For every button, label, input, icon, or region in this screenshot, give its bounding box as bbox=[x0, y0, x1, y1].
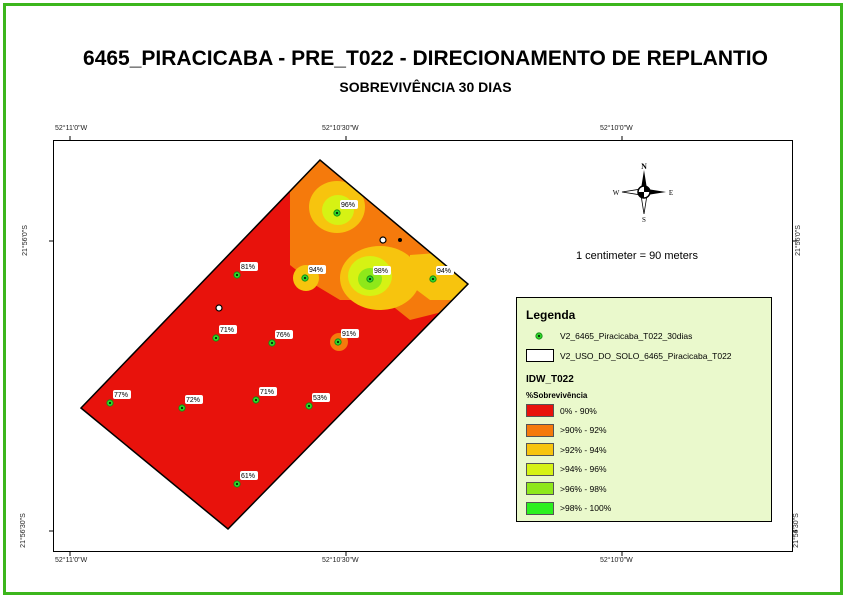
legend-swatch bbox=[526, 423, 554, 437]
survival-point-label: 94% bbox=[437, 268, 451, 275]
map-title: 6465_PIRACICABA - PRE_T022 - DIRECIONAME… bbox=[83, 47, 768, 70]
survival-point: 94% bbox=[429, 266, 454, 283]
survival-points: 96% 81% 94% 98% 94% 71% 76% 91% 77% 72% 71% 53% 61% bbox=[106, 200, 454, 488]
legend-class-row: >92% - 94% bbox=[526, 443, 607, 456]
field-title: %Sobrevivência bbox=[526, 391, 588, 400]
survival-point: 81% bbox=[233, 262, 258, 279]
coord-top-2: 52°10'30"W bbox=[322, 125, 359, 132]
point-symbol-icon bbox=[535, 332, 543, 340]
legend-points-label: V2_6465_Piracicaba_T022_30dias bbox=[560, 331, 693, 341]
legend-class-row: 0% - 90% bbox=[526, 404, 597, 417]
compass-rose-icon: N S W E bbox=[613, 162, 673, 224]
legend-swatch bbox=[526, 482, 554, 495]
compass-n: N bbox=[641, 162, 647, 171]
coord-bottom-2: 52°10'30"W bbox=[322, 557, 359, 564]
survival-point-label: 96% bbox=[341, 202, 355, 209]
legend-swatch bbox=[526, 404, 554, 417]
legend-polygon-row: V2_USO_DO_SOLO_6465_Piracicaba_T022 bbox=[526, 349, 732, 362]
legend: Legenda V2_6465_Piracicaba_T022_30dias V… bbox=[516, 297, 772, 522]
legend-polygon-label: V2_USO_DO_SOLO_6465_Piracicaba_T022 bbox=[560, 350, 732, 361]
survival-point: 76% bbox=[268, 330, 293, 347]
survival-point-label: 77% bbox=[114, 392, 128, 399]
survival-point-label: 76% bbox=[276, 332, 290, 339]
legend-class-label: >92% - 94% bbox=[560, 444, 607, 455]
compass-w: W bbox=[613, 189, 620, 197]
land-use-marker bbox=[215, 304, 223, 312]
legend-class-label: >98% - 100% bbox=[560, 503, 612, 513]
survival-point: 53% bbox=[305, 393, 330, 410]
legend-swatch bbox=[526, 462, 554, 476]
survival-point: 98% bbox=[366, 266, 391, 283]
survival-point-label: 71% bbox=[260, 389, 274, 396]
legend-class-label: >96% - 98% bbox=[560, 483, 607, 494]
legend-class-row: >94% - 96% bbox=[526, 462, 607, 476]
survival-point-label: 53% bbox=[313, 395, 327, 402]
legend-points-row: V2_6465_Piracicaba_T022_30dias bbox=[526, 330, 692, 342]
survival-point-label: 61% bbox=[241, 473, 255, 480]
legend-class-label: 0% - 90% bbox=[560, 405, 597, 416]
legend-class-label: >90% - 92% bbox=[560, 425, 607, 435]
survival-point: 71% bbox=[252, 387, 277, 404]
plot-boundary bbox=[79, 158, 470, 531]
coord-top-1: 52°11'0"W bbox=[55, 125, 88, 132]
polygon-symbol-icon bbox=[526, 349, 554, 362]
legend-title: Legenda bbox=[526, 308, 576, 322]
survival-point: 61% bbox=[233, 471, 258, 488]
idw-title: IDW_T022 bbox=[526, 374, 574, 385]
legend-class-row: >90% - 92% bbox=[526, 423, 607, 437]
legend-class-row: >96% - 98% bbox=[526, 482, 607, 495]
map-subtitle: SOBREVIVÊNCIA 30 DIAS bbox=[339, 79, 512, 95]
survival-point: 96% bbox=[333, 200, 358, 217]
survival-point: 94% bbox=[301, 265, 326, 282]
survival-point: 72% bbox=[178, 395, 203, 412]
survival-point-label: 91% bbox=[342, 331, 356, 338]
survival-point-label: 72% bbox=[186, 397, 200, 404]
compass-s: S bbox=[642, 216, 646, 224]
coord-bottom-1: 52°11'0"W bbox=[55, 557, 88, 564]
coord-top-3: 52°10'0"W bbox=[600, 125, 633, 132]
legend-swatch bbox=[526, 443, 554, 456]
legend-class-row: >98% - 100% bbox=[526, 501, 612, 515]
compass-e: E bbox=[669, 189, 673, 197]
map-frame bbox=[53, 140, 793, 552]
survival-point-label: 81% bbox=[241, 264, 255, 271]
survival-point-label: 98% bbox=[374, 268, 388, 275]
land-use-marker bbox=[398, 238, 402, 242]
survival-point: 77% bbox=[106, 390, 131, 407]
survival-point-label: 71% bbox=[220, 327, 234, 334]
scale-text: 1 centimeter = 90 meters bbox=[576, 250, 698, 262]
coord-bottom-3: 52°10'0"W bbox=[600, 557, 633, 564]
legend-class-label: >94% - 96% bbox=[560, 464, 607, 474]
survival-point-label: 94% bbox=[309, 267, 323, 274]
legend-swatch bbox=[526, 501, 554, 515]
survival-point: 91% bbox=[334, 329, 359, 346]
land-use-marker bbox=[379, 236, 387, 244]
survival-point: 71% bbox=[212, 325, 237, 342]
